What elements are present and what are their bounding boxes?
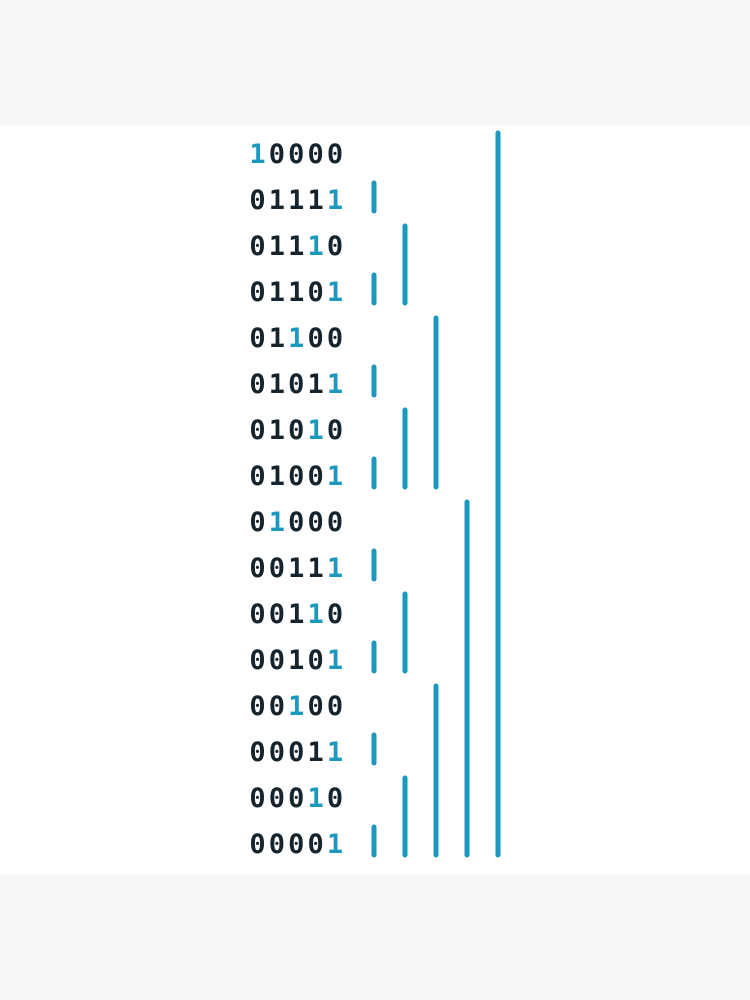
bit: 0: [249, 829, 267, 860]
binary-row: 00001: [248, 825, 345, 865]
binary-row: 00100: [248, 687, 345, 727]
bit: 0: [268, 139, 286, 170]
binary-column: 10000 01111 01110 01101 01100 01011 01010 01001…: [0, 125, 750, 875]
binary-row: 01010: [248, 411, 345, 451]
highlighted-bit: 1: [326, 829, 344, 860]
highlighted-bit: 1: [326, 737, 344, 768]
bit: 0: [249, 507, 267, 538]
bit: 0: [249, 415, 267, 446]
binary-row: 01011: [248, 365, 345, 405]
highlighted-bit: 1: [326, 277, 344, 308]
bit: 0: [307, 507, 325, 538]
binary-row: 01101: [248, 273, 345, 313]
bit: 0: [326, 691, 344, 722]
bit: 1: [288, 231, 305, 262]
bit: 0: [249, 369, 267, 400]
bars-svg: [371, 130, 501, 858]
bit: 0: [268, 829, 286, 860]
bit: 1: [268, 277, 286, 308]
bit: 0: [326, 507, 344, 538]
highlighted-bit: 1: [307, 599, 325, 630]
bit: 0: [249, 323, 267, 354]
bit: 1: [288, 599, 305, 630]
bit: 0: [268, 783, 286, 814]
bit: 1: [268, 185, 286, 216]
bit: 1: [268, 231, 286, 262]
highlighted-bit: 1: [288, 691, 305, 722]
binary-row: 00101: [248, 641, 345, 681]
bit: 1: [268, 323, 286, 354]
highlighted-bit: 1: [288, 323, 305, 354]
bit: 0: [307, 139, 325, 170]
binary-row: 00110: [248, 595, 345, 635]
bit: 0: [326, 323, 344, 354]
bit: 1: [268, 415, 286, 446]
bit: 0: [288, 369, 305, 400]
bit: 0: [288, 783, 305, 814]
bit: 1: [307, 185, 325, 216]
binary-row: 00011: [248, 733, 345, 773]
bit: 0: [307, 829, 325, 860]
bit: 0: [249, 553, 267, 584]
bit: 0: [288, 829, 305, 860]
bit: 0: [268, 599, 286, 630]
bit: 0: [307, 645, 325, 676]
bit: 1: [288, 185, 305, 216]
binary-row: 01110: [248, 227, 345, 267]
bit: 0: [249, 691, 267, 722]
binary-row: 01111: [248, 181, 345, 221]
bit: 0: [288, 461, 305, 492]
bit: 1: [307, 369, 325, 400]
binary-row: 00010: [248, 779, 345, 819]
highlighted-bit: 1: [307, 783, 325, 814]
highlighted-bit: 1: [307, 415, 325, 446]
bit: 0: [268, 645, 286, 676]
bit: 1: [288, 553, 305, 584]
bit: 0: [307, 691, 325, 722]
highlighted-bit: 1: [326, 369, 344, 400]
bit: 0: [288, 507, 305, 538]
bit: 1: [268, 369, 286, 400]
binary-row: 01000: [248, 503, 345, 543]
bit: 0: [307, 461, 325, 492]
bit: 1: [307, 553, 325, 584]
bit: 0: [268, 737, 286, 768]
highlighted-bit: 1: [268, 507, 286, 538]
binary-row: 00111: [248, 549, 345, 589]
highlighted-bit: 1: [249, 139, 267, 170]
bit: 0: [249, 645, 267, 676]
bit: 0: [249, 783, 267, 814]
bit: 0: [326, 139, 344, 170]
binary-row: 01100: [248, 319, 345, 359]
bit: 1: [307, 737, 325, 768]
bit: 0: [268, 691, 286, 722]
bit: 1: [288, 645, 305, 676]
bit: 0: [268, 553, 286, 584]
bit: 0: [326, 415, 344, 446]
bit: 0: [288, 737, 305, 768]
bit: 0: [249, 185, 267, 216]
bit: 0: [326, 599, 344, 630]
bit: 0: [249, 277, 267, 308]
highlighted-bit: 1: [326, 185, 344, 216]
bit: 0: [288, 415, 305, 446]
artboard: 10000 01111 01110 01101 01100 01011 01010 01001…: [0, 125, 750, 875]
bit: 0: [249, 461, 267, 492]
highlighted-bit: 1: [326, 461, 344, 492]
bit: 1: [268, 461, 286, 492]
bit: 0: [249, 231, 267, 262]
bit: 1: [288, 277, 305, 308]
binary-row: 01001: [248, 457, 345, 497]
bit: 0: [326, 231, 344, 262]
bit: 0: [288, 139, 305, 170]
bit: 0: [249, 737, 267, 768]
bit: 0: [307, 323, 325, 354]
highlighted-bit: 1: [326, 645, 344, 676]
highlighted-bit: 1: [307, 231, 325, 262]
highlighted-bit: 1: [326, 553, 344, 584]
bit: 0: [326, 783, 344, 814]
bit: 0: [249, 599, 267, 630]
binary-row: 10000: [248, 135, 345, 175]
bit: 0: [307, 277, 325, 308]
